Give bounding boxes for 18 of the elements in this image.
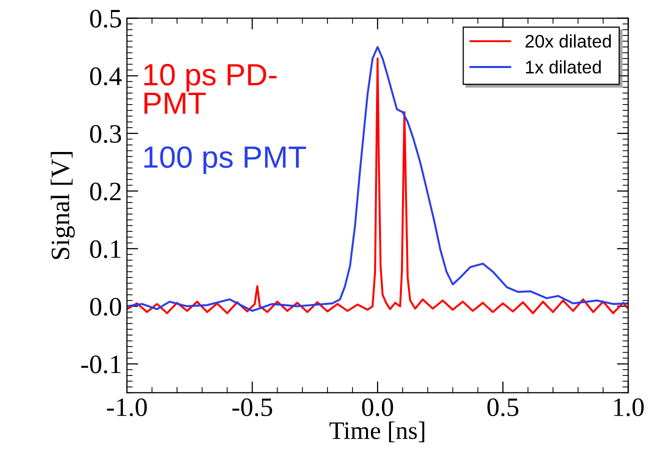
y-tick-label: 0.1 — [90, 240, 120, 258]
x-tick-label: 1.0 — [614, 398, 644, 416]
x-axis-title: Time [ns] — [330, 422, 424, 442]
y-tick-label: 0.2 — [90, 182, 121, 201]
annotation: 10 ps PD- PMT — [144, 64, 276, 114]
x-tick-label: -1.0 — [107, 398, 147, 416]
y-axis-title: Signal [V] — [50, 152, 75, 260]
legend-label: 1x dilated — [526, 60, 601, 74]
x-tick-label: 0.0 — [362, 398, 394, 416]
y-tick-label: 0.3 — [90, 125, 122, 143]
annotation: 100 ps PMT — [144, 146, 306, 174]
y-tick-label: 0.4 — [90, 67, 122, 86]
legend-label: 20x dilated — [526, 34, 611, 48]
x-tick-label: -0.5 — [232, 398, 272, 416]
x-tick-label: 0.5 — [487, 398, 518, 416]
y-tick-label: 0.0 — [90, 298, 122, 316]
y-tick-label: -0.1 — [81, 356, 120, 374]
y-tick-label: 0.5 — [90, 10, 122, 28]
